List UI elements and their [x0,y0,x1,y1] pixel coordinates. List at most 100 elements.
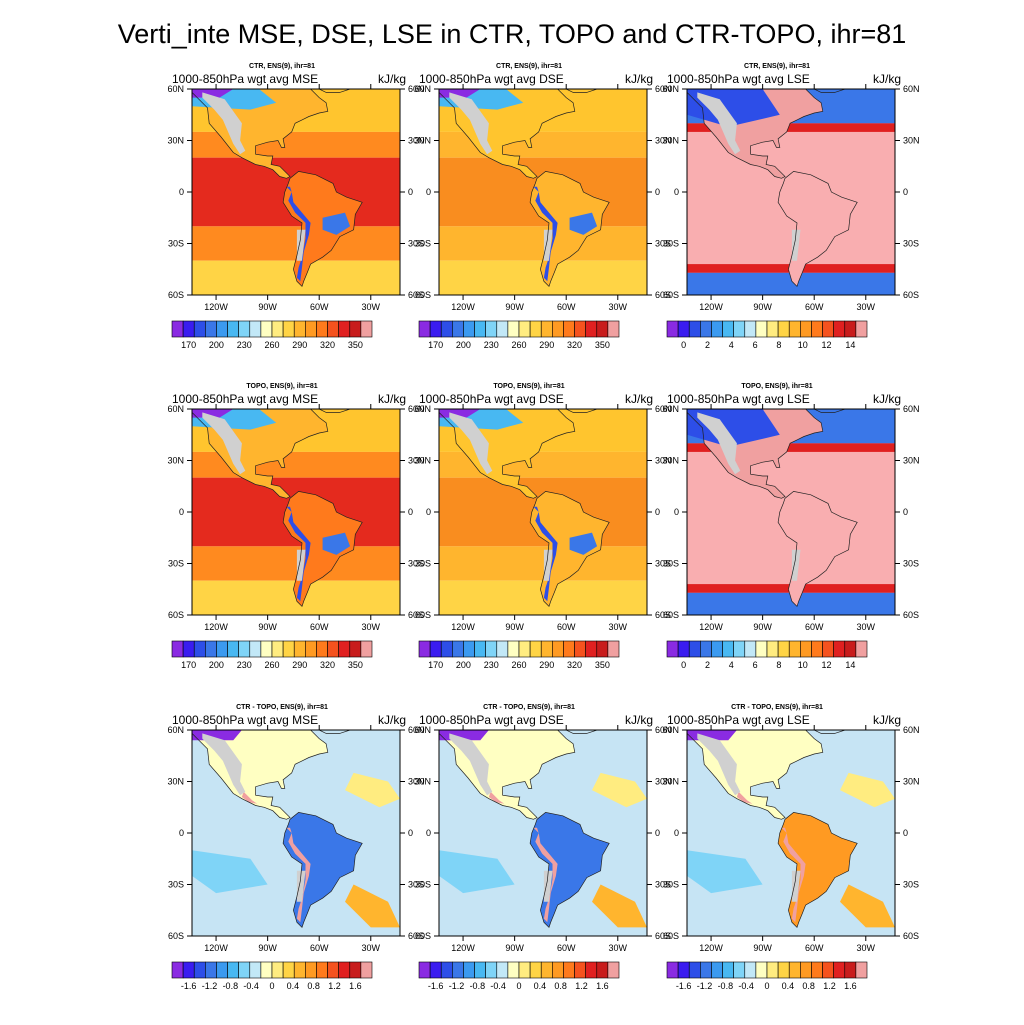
colorbar-box [305,320,317,338]
colorbar-label: 350 [348,660,363,670]
colorbar: 0 2 4 6 8 10 12 14 [666,320,868,350]
lat-label-left: 30N [167,777,184,787]
lat-label-left: 60S [663,931,679,941]
lon-label: 30W [857,622,876,632]
colorbar-box [360,320,373,338]
lat-label-left: 30S [663,559,679,569]
colorbar-box [596,320,609,338]
anomaly-pacific [687,850,763,894]
missing-andes [296,870,306,902]
colorbar-label: 290 [539,660,554,670]
colorbar-box [844,320,857,338]
colorbar-label: 0.8 [802,981,815,991]
colorbar-box [766,961,779,979]
lat-label-right: 0 [655,507,660,517]
lat-label-left: 60N [662,725,679,735]
coast-north-america [687,409,824,499]
colorbar: -1.6 -1.2 -0.8 -0.4 0 0.4 0.8 1.2 1.6 [171,961,373,991]
colorbar-box [844,640,857,658]
colorbar-label: 1.6 [844,981,857,991]
colorbar-label: 230 [484,660,499,670]
colorbar-box [316,640,328,658]
panel-subtitle: CTR - TOPO, ENS(9), ihr=81 [236,704,328,711]
colorbar-box [260,961,273,979]
map-plot: 60N 60N 30N 30N 0 0 30S 30S 60S 60S 120W 90W 60W 30W [662,725,920,953]
colorbar-box [249,961,262,979]
colorbar-box [463,961,475,979]
panel-subtitle: CTR - TOPO, ENS(9), ihr=81 [483,704,575,711]
lat-label-right: 0 [903,828,908,838]
colorbar-box [529,640,542,658]
colorbar-box [338,320,351,338]
colorbar-label: 320 [567,340,582,350]
colorbar-box [574,640,586,658]
lat-label-left: 60S [168,931,184,941]
colorbar-box [418,320,431,338]
colorbar-label: 0 [681,340,686,350]
highland-brazil [322,532,351,555]
lat-label-right: 60S [655,931,671,941]
colorbar-label: 14 [845,340,855,350]
colorbar: 170 200 230 260 290 320 350 [418,640,620,670]
colorbar-box [585,961,598,979]
colorbar-box [574,320,586,338]
colorbar-label: 1.2 [328,981,341,991]
colorbar-box [485,640,498,658]
lat-label-right: 60N [903,404,920,414]
panel-left-title: 1000-850hPa wgt avg LSE [667,72,810,86]
colorbar-box [452,961,464,979]
colorbar-box [440,320,453,338]
coast-south-america [777,491,858,608]
lat-label-left: 30N [414,777,431,787]
lat-label-left: 30N [662,777,679,787]
colorbar-label: -1.2 [449,981,465,991]
panel-left-title: 1000-850hPa wgt avg MSE [172,392,319,406]
colorbar-box [293,961,306,979]
colorbar: -1.6 -1.2 -0.8 -0.4 0 0.4 0.8 1.2 1.6 [666,961,868,991]
colorbar-label: 350 [348,340,363,350]
colorbar-box [822,961,834,979]
anomaly-atlantic [592,772,647,808]
colorbar-label: 4 [729,340,734,350]
colorbar-label: 1.6 [349,981,362,991]
colorbar-label: 0 [764,981,769,991]
lat-label-right: 60S [655,290,671,300]
lat-label-left: 60N [167,725,184,735]
coast-south-america [529,491,610,608]
coast-greenland [566,409,598,413]
coast-south-america [282,812,363,929]
colorbar-box [722,640,734,658]
lat-label-left: 30N [662,456,679,466]
colorbar-label: 8 [776,340,781,350]
colorbar-label: 350 [595,340,610,350]
field-band-gradient-north [687,443,895,452]
colorbar-box [249,320,262,338]
missing-andes [543,870,553,902]
colorbar-box [711,961,723,979]
colorbar-label: 200 [456,340,471,350]
coast-south-america [529,812,610,929]
lat-label-right: 30S [408,880,424,890]
lat-label-right: 0 [408,187,413,197]
lon-label: 90W [753,302,772,312]
coast-north-america [192,409,329,499]
colorbar-label: 1.2 [575,981,588,991]
colorbar-box [305,961,317,979]
lat-label-left: 60N [414,404,431,414]
colorbar-label: 0.8 [307,981,320,991]
panel-left-title: 1000-850hPa wgt avg DSE [419,713,564,727]
panel-unit: kJ/kg [377,72,406,86]
highland-andes [533,506,558,602]
anomaly-south-atlantic [592,884,647,928]
colorbar-label: 4 [729,660,734,670]
lat-label-left: 30S [415,880,431,890]
colorbar-label: 230 [484,340,499,350]
lat-label-left: 0 [179,507,184,517]
colorbar-box [800,640,812,658]
colorbar-box [463,320,475,338]
colorbar-box [518,961,531,979]
anomaly-atlantic [345,772,400,808]
colorbar-label: 1.2 [823,981,836,991]
colorbar-box [777,640,790,658]
lat-label-right: 0 [903,187,908,197]
